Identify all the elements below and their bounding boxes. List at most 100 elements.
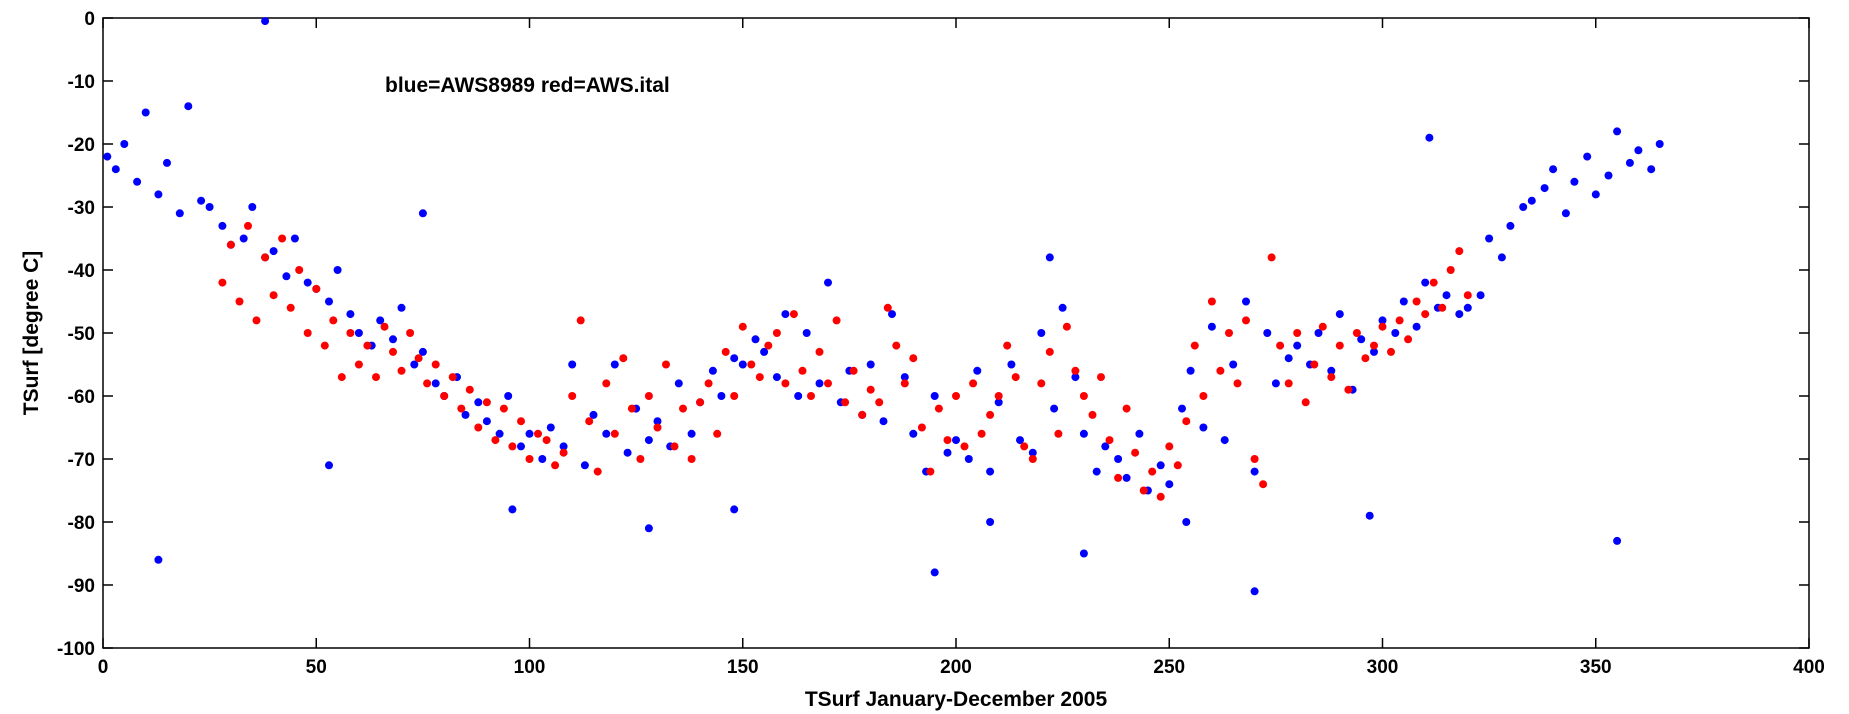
data-point	[1156, 492, 1165, 501]
data-point	[1054, 429, 1063, 438]
data-point	[917, 423, 926, 432]
data-point	[1199, 392, 1208, 400]
data-point	[1173, 461, 1182, 470]
y-tick-label: -80	[68, 513, 95, 534]
data-point	[1284, 379, 1293, 388]
data-point	[1352, 329, 1361, 337]
data-point	[325, 297, 333, 306]
data-point	[397, 366, 406, 375]
data-point	[747, 360, 756, 369]
data-point	[1527, 196, 1536, 205]
data-point	[1404, 335, 1413, 344]
data-point	[1122, 404, 1131, 413]
data-point	[337, 373, 346, 382]
data-point	[789, 310, 798, 319]
data-points	[103, 17, 1664, 596]
x-tick-label: 400	[1793, 657, 1825, 678]
data-point	[1071, 366, 1080, 375]
x-tick-label: 0	[98, 657, 109, 678]
data-point	[1148, 467, 1157, 476]
y-axis-label: TSurf [degree C]	[20, 251, 43, 416]
data-point	[269, 247, 278, 256]
x-tick-label: 350	[1580, 657, 1612, 678]
data-point	[1079, 549, 1088, 558]
x-tick-label: 100	[514, 657, 546, 678]
data-point	[593, 467, 602, 476]
x-axis: 0 50 100 150 200 250 300 350 400	[98, 18, 1825, 678]
data-point	[1583, 152, 1592, 161]
data-point	[623, 448, 632, 457]
data-point	[986, 410, 995, 419]
data-point	[354, 360, 363, 369]
data-point	[248, 203, 257, 211]
data-point	[389, 335, 397, 344]
data-point	[1314, 329, 1323, 337]
data-point	[1037, 329, 1046, 337]
data-point	[282, 272, 291, 281]
data-point	[1613, 536, 1622, 545]
data-point	[730, 505, 739, 514]
data-point	[926, 467, 935, 476]
data-point	[163, 158, 171, 167]
data-point	[508, 442, 517, 451]
data-point	[418, 209, 427, 218]
x-tick-label: 150	[727, 657, 759, 678]
data-point	[755, 373, 764, 382]
data-point	[269, 291, 278, 300]
data-point	[653, 423, 662, 432]
data-point	[687, 429, 696, 438]
data-point	[1540, 184, 1549, 193]
data-point	[653, 417, 662, 426]
data-point	[1190, 341, 1199, 350]
data-point	[1387, 347, 1395, 356]
y-tick-label: -30	[68, 198, 95, 219]
data-point	[303, 278, 312, 287]
data-point	[380, 322, 389, 331]
data-point	[1391, 329, 1400, 337]
data-point	[738, 322, 747, 331]
data-point	[175, 209, 184, 218]
y-tick-label: -60	[68, 387, 95, 408]
data-point	[602, 429, 611, 438]
data-point	[1301, 398, 1310, 407]
data-point	[329, 316, 338, 325]
data-point	[1016, 436, 1024, 445]
data-point	[1011, 373, 1020, 382]
data-point	[1097, 373, 1105, 382]
data-point	[414, 354, 423, 363]
data-point	[1370, 341, 1378, 350]
data-point	[781, 379, 790, 388]
data-point	[892, 341, 901, 350]
data-point	[1156, 461, 1165, 470]
data-point	[546, 423, 555, 432]
data-point	[1357, 335, 1366, 344]
data-point	[1365, 511, 1374, 520]
data-point	[1101, 442, 1110, 451]
data-point	[278, 234, 287, 243]
data-point	[1028, 455, 1037, 463]
data-point	[431, 379, 440, 388]
x-tick-label: 50	[306, 657, 327, 678]
data-point	[261, 17, 270, 26]
data-point	[636, 455, 645, 463]
data-point	[1455, 247, 1464, 256]
data-point	[261, 253, 270, 262]
data-point	[930, 568, 939, 577]
data-point	[1455, 310, 1464, 319]
data-point	[1263, 329, 1272, 337]
data-point	[1429, 278, 1438, 287]
data-point	[1399, 297, 1408, 306]
data-point	[772, 329, 781, 337]
data-point	[1378, 316, 1387, 325]
data-point	[1446, 266, 1455, 274]
data-point	[184, 102, 193, 111]
data-point	[320, 341, 329, 350]
data-point	[960, 442, 969, 451]
data-point	[1233, 379, 1242, 388]
data-point	[1519, 203, 1528, 211]
data-point	[1062, 322, 1071, 331]
data-point	[969, 379, 978, 388]
data-point	[1591, 190, 1600, 199]
data-point	[1020, 442, 1029, 451]
data-point	[1216, 366, 1225, 375]
